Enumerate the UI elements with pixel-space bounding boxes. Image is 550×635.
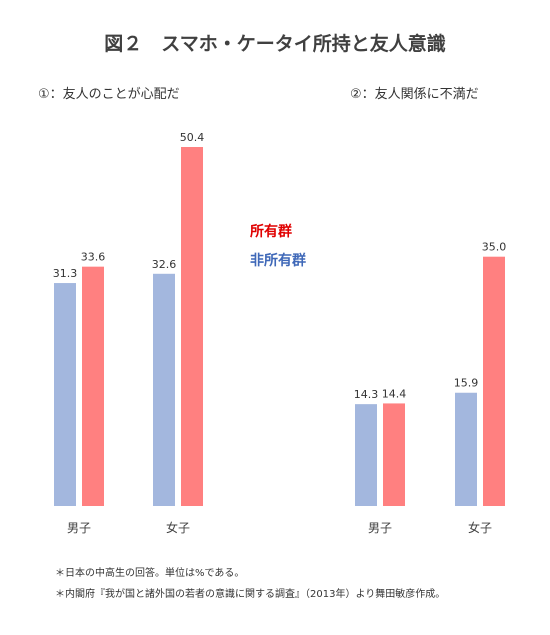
bar-panel2-male-owner — [383, 403, 405, 506]
bar-panel1-male-non-owner — [54, 283, 76, 506]
data-label-panel2-female-non-owner: 15.9 — [454, 377, 479, 390]
bar-panel1-female-non-owner — [153, 273, 175, 506]
footnote-2: ＊内閣府『我が国と諸外国の若者の意識に関する調査』（2013年）より舞田敏彦作成… — [55, 587, 445, 600]
data-label-panel1-female-owner: 50.4 — [180, 131, 205, 144]
chart-title: 図２ スマホ・ケータイ所持と友人意識 — [104, 32, 445, 55]
bar-panel2-male-non-owner — [355, 404, 377, 506]
bar-panel1-male-owner — [82, 266, 104, 506]
bar-panel1-female-owner — [181, 147, 203, 506]
data-label-panel2-male-owner: 14.4 — [382, 387, 407, 400]
footnote-1: ＊日本の中高生の回答。単位は%である。 — [55, 566, 244, 579]
category-label-panel1-male: 男子 — [67, 521, 91, 535]
bar-panel2-female-owner — [483, 256, 505, 506]
legend-owners: 所有群 — [250, 223, 292, 240]
legend-non-owners: 非所有群 — [250, 252, 306, 269]
data-label-panel2-male-non-owner: 14.3 — [354, 388, 379, 401]
panel-1-subtitle: ①：友人のことが心配だ — [38, 86, 180, 102]
data-label-panel1-male-non-owner: 31.3 — [53, 267, 78, 280]
data-label-panel1-male-owner: 33.6 — [81, 251, 106, 264]
category-label-panel2-male: 男子 — [368, 521, 392, 535]
data-label-panel2-female-owner: 35.0 — [482, 241, 507, 254]
bars-layer: 31.333.6 男子 32.6 50.4 女子 14.3 14.4 男子 15.9 35.0 女子 — [53, 131, 507, 535]
category-label-panel1-female: 女子 — [166, 520, 190, 535]
bar-panel2-female-non-owner — [455, 392, 477, 506]
category-label-panel2-female: 女子 — [468, 520, 492, 535]
panel-2-subtitle: ②：友人関係に不満だ — [350, 86, 479, 102]
data-label-panel1-female-non-owner: 32.6 — [152, 258, 177, 271]
